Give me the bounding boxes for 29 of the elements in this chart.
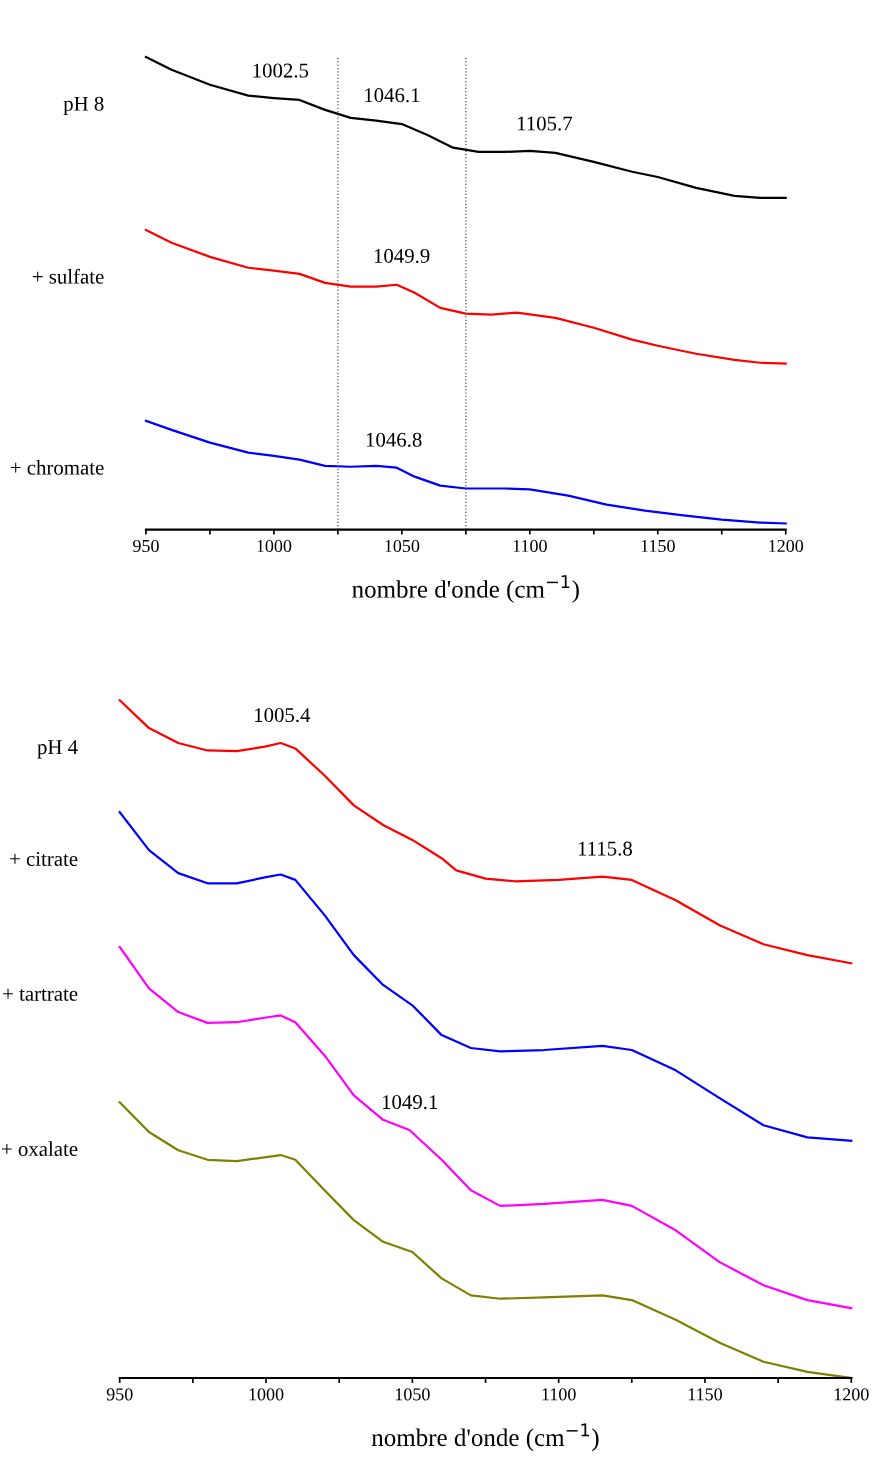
x-tick-label: 1050 [385, 539, 420, 553]
annotation: 1105.7 [517, 116, 573, 131]
annotation: 1049.9 [374, 248, 430, 263]
x-tick-label: 1050 [395, 1388, 430, 1401]
x-tick-label: 950 [106, 1388, 133, 1401]
annotation: 1046.8 [366, 432, 422, 447]
annotation: 1005.4 [255, 708, 311, 723]
text: + oxalate [2, 1141, 78, 1157]
text: pH 4 [37, 740, 78, 759]
x-tick-label: 1000 [249, 1388, 284, 1401]
x-tick-label: 1100 [542, 1388, 576, 1401]
x-tick-label: 950 [133, 539, 159, 553]
annotation: 1046.1 [365, 88, 420, 103]
x-tick-label: 1200 [834, 1388, 869, 1401]
annotation: 1115.8 [578, 841, 632, 856]
x-axis-title: nombre d'onde (cm$^{−1}$) [352, 575, 579, 603]
x-tick-label: 1150 [641, 539, 675, 553]
text: + tartrate [3, 988, 78, 1001]
x-tick-label: 1000 [257, 539, 292, 553]
text: + sulfate [32, 268, 104, 284]
annotation: 1049.1 [382, 1095, 438, 1110]
x-tick-label: 1200 [769, 539, 804, 553]
x-tick-label: 1100 [513, 539, 547, 553]
text: + citrate [10, 851, 78, 866]
text: + chromate [10, 460, 104, 475]
text: pH 8 [63, 96, 104, 115]
annotation: 1002.5 [253, 63, 309, 78]
x-axis-title: nombre d'onde (cm$^{−1}$) [371, 1423, 599, 1452]
x-tick-label: 1150 [688, 1388, 722, 1401]
